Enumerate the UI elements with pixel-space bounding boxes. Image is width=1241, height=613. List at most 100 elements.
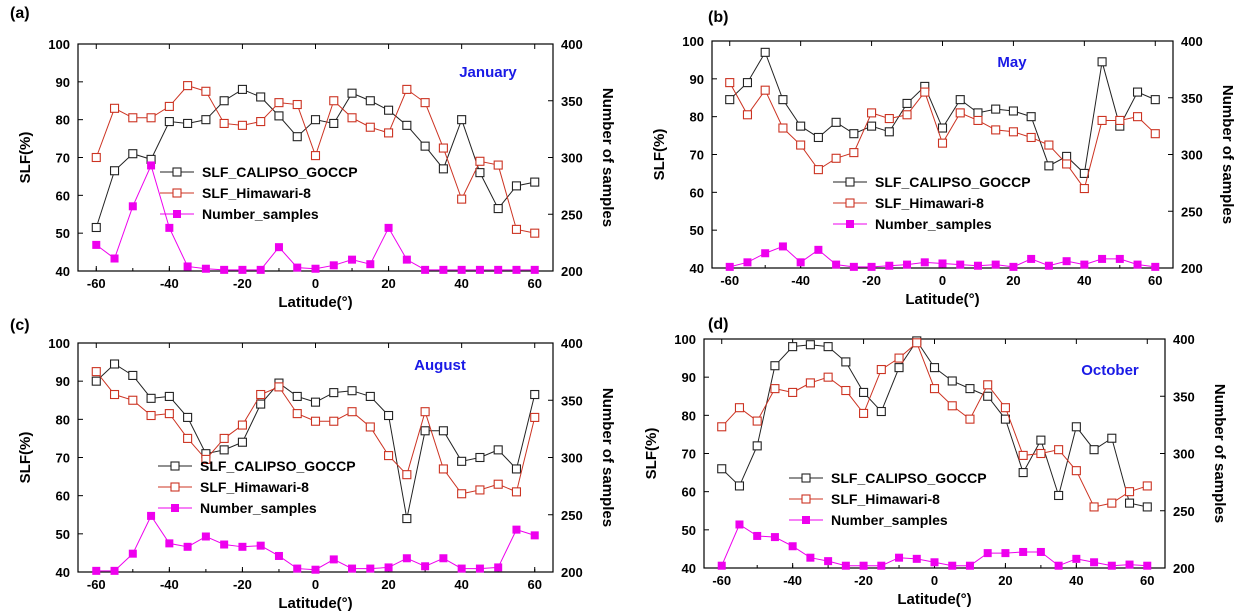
data-point — [219, 118, 229, 128]
data-point — [110, 254, 119, 263]
x-tick-label: 20 — [1006, 273, 1020, 288]
y-tick-label: 70 — [56, 451, 70, 466]
legend-marker — [172, 188, 182, 198]
data-point — [493, 445, 503, 455]
data-point — [956, 260, 965, 269]
data-point — [1115, 115, 1125, 125]
series-line — [729, 82, 1156, 190]
data-point — [292, 132, 302, 142]
data-point — [1107, 561, 1116, 570]
data-point — [475, 156, 485, 166]
data-point — [92, 240, 101, 249]
legend-label: Number_samples — [875, 216, 992, 232]
data-point — [742, 78, 753, 88]
data-point — [920, 258, 929, 267]
data-point — [902, 110, 912, 120]
x-tick-label: 60 — [1148, 273, 1162, 288]
data-point — [1151, 262, 1160, 271]
data-point — [347, 113, 357, 123]
data-point — [1115, 254, 1124, 263]
chart-panel-1: (a) -60 -40 -20 0 20 40 60 40 50 60 70 80 90 100 200 250… — [10, 5, 616, 311]
data-point — [1009, 262, 1018, 271]
data-point — [439, 554, 448, 563]
data-point — [438, 464, 448, 474]
data-point — [511, 464, 522, 474]
y-tick-label: 40 — [682, 561, 696, 576]
data-point — [832, 260, 841, 269]
legend: SLF_CALIPSO_GOCCP SLF_Himawari-8 Number_sa… — [160, 164, 358, 222]
data-point — [402, 84, 412, 94]
data-point — [912, 338, 922, 348]
data-point — [770, 533, 779, 542]
y-axis-title: SLF(%) — [17, 432, 34, 484]
data-point — [384, 410, 394, 421]
y-tick-label: 80 — [682, 408, 696, 423]
series-slf-calipso-goccp — [725, 47, 1160, 178]
legend-marker — [172, 167, 182, 177]
x-tick-label: 40 — [1069, 573, 1083, 588]
legend-label: SLF_CALIPSO_GOCCP — [202, 164, 358, 180]
y2-tick-label: 400 — [561, 336, 583, 351]
data-point — [274, 551, 283, 560]
data-point — [717, 422, 727, 432]
y-tick-label: 90 — [690, 72, 704, 87]
data-point — [292, 409, 302, 419]
data-point — [91, 152, 101, 163]
data-point — [734, 403, 745, 413]
x-tick-label: 20 — [381, 276, 395, 291]
data-point — [912, 554, 921, 563]
y-tick-label: 60 — [56, 188, 70, 203]
y2-tick-label: 250 — [561, 508, 583, 523]
x-tick-label: 60 — [527, 577, 541, 592]
data-point — [983, 391, 993, 401]
data-point — [955, 95, 965, 105]
x-tick-label: -60 — [87, 577, 106, 592]
data-point — [493, 204, 503, 214]
data-point — [128, 395, 138, 405]
y-tick-label: 60 — [682, 485, 696, 500]
data-point — [530, 228, 540, 238]
x-tick-label: -20 — [233, 276, 252, 291]
chart-panel-3: (c) -60 -40 -20 0 20 40 60 40 50 60 70 80 90 100 200 250… — [10, 317, 616, 612]
data-point — [384, 451, 394, 461]
data-point — [930, 558, 939, 567]
y2-tick-label: 200 — [1181, 261, 1203, 276]
data-point — [347, 407, 357, 417]
data-point — [973, 261, 982, 270]
data-point — [511, 224, 522, 234]
data-point — [256, 541, 265, 550]
x-tick-label: -20 — [233, 577, 252, 592]
data-point — [238, 265, 247, 274]
data-point — [752, 416, 762, 426]
y-tick-label: 90 — [682, 370, 696, 385]
data-point — [778, 242, 787, 251]
data-point — [493, 160, 503, 170]
data-point — [128, 370, 138, 380]
series-line — [729, 51, 1156, 175]
series-line — [96, 514, 535, 572]
x-tick-label: -40 — [783, 573, 802, 588]
data-point — [1142, 502, 1152, 512]
data-point — [438, 164, 448, 174]
data-point — [778, 123, 788, 133]
legend-marker — [170, 482, 180, 492]
data-point — [183, 118, 193, 128]
data-point — [1098, 254, 1107, 263]
data-point — [814, 245, 823, 254]
data-point — [421, 562, 430, 571]
data-point — [201, 115, 211, 125]
data-point — [1036, 435, 1046, 445]
y-tick-label: 40 — [56, 264, 70, 279]
data-point — [128, 202, 137, 211]
data-point — [310, 151, 321, 161]
y2-tick-label: 400 — [1181, 34, 1203, 49]
data-point — [1018, 450, 1028, 460]
data-point — [1132, 87, 1143, 97]
y-tick-label: 80 — [56, 412, 70, 427]
data-point — [1062, 159, 1072, 169]
data-point — [329, 261, 338, 270]
x-tick-label: -40 — [160, 577, 179, 592]
data-point — [894, 363, 904, 373]
data-point — [165, 223, 174, 232]
data-point — [109, 389, 120, 400]
